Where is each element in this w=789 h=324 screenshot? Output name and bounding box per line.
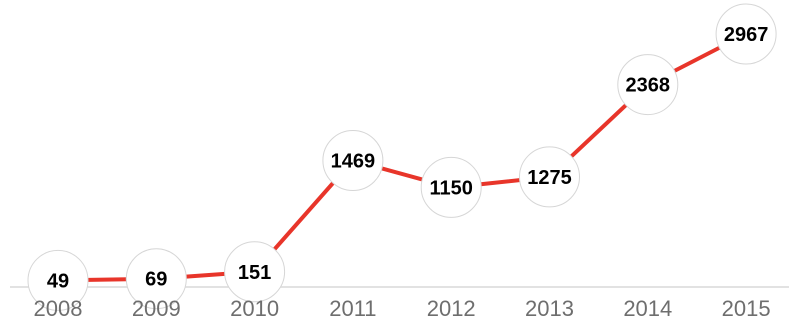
x-tick-label: 2012 [427,296,476,321]
point-marker [224,241,286,303]
data-label: 2967 [724,24,769,46]
x-tick-label: 2013 [525,296,574,321]
data-point-2015: 2967 [715,3,777,65]
x-tick-label: 2014 [623,296,672,321]
x-tick-label: 2008 [34,296,83,321]
data-point-2014: 2368 [617,54,679,116]
data-label: 69 [145,269,167,291]
data-label: 1275 [527,167,572,189]
data-point-2009: 69 [125,248,187,310]
x-tick-label: 2015 [722,296,771,321]
point-marker [519,146,580,208]
data-label: 2368 [626,75,671,97]
x-tick-label: 2011 [329,296,376,321]
data-points: 49 69 151 1469 1150 1275 2368 2967 [27,3,777,311]
x-tick-label: 2010 [230,296,279,321]
data-point-2008: 49 [27,249,89,311]
point-marker [322,130,384,191]
data-label: 1469 [331,151,376,173]
data-label: 151 [238,262,271,284]
data-point-2012: 1150 [420,156,482,218]
point-marker [715,3,777,65]
point-marker [617,54,679,116]
data-point-2013: 1275 [519,146,580,208]
data-point-2011: 1469 [322,130,384,191]
x-tick-label: 2009 [132,296,181,321]
point-marker [27,249,89,311]
x-axis-labels: 2008 2009 2010 2011 2012 2013 2014 2015 [34,296,771,321]
data-point-2010: 151 [224,241,286,303]
data-label: 49 [47,270,69,292]
point-marker [125,248,187,310]
point-marker [420,156,482,218]
data-label: 1150 [430,177,473,199]
